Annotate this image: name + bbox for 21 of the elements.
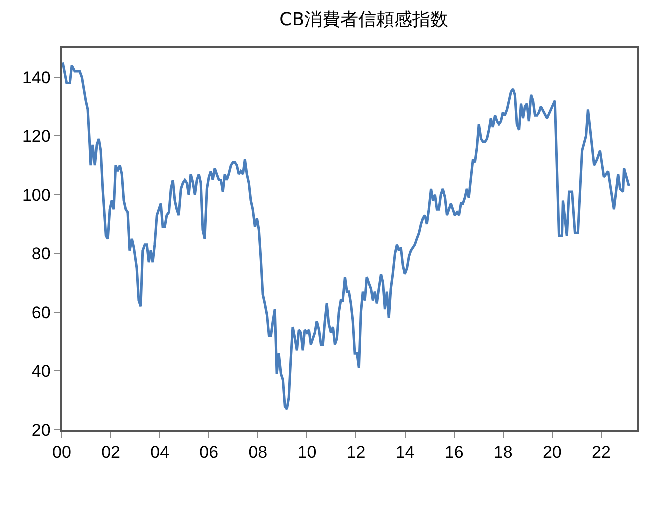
x-tick-label: 22 xyxy=(592,443,611,462)
y-tick-label: 120 xyxy=(22,127,51,146)
x-tick-label: 20 xyxy=(542,443,562,462)
y-tick-label: 140 xyxy=(22,68,51,88)
x-tick-label: 00 xyxy=(52,443,72,462)
x-tick-label: 16 xyxy=(444,443,464,462)
y-tick-label: 20 xyxy=(32,420,51,440)
x-tick-label: 04 xyxy=(150,443,170,462)
x-tick-label: 12 xyxy=(346,443,366,462)
y-tick-label: 100 xyxy=(22,186,51,205)
y-tick-label: 80 xyxy=(32,244,51,264)
x-tick-label: 14 xyxy=(396,443,415,462)
x-tick-label: 02 xyxy=(102,443,120,462)
x-tick-label: 10 xyxy=(298,443,317,462)
x-tick-label: 06 xyxy=(200,443,219,462)
y-tick-label: 60 xyxy=(32,303,51,322)
y-tick-label: 40 xyxy=(32,362,51,382)
line-series xyxy=(62,61,630,411)
x-tick-label: 08 xyxy=(248,443,268,462)
x-tick-label: 18 xyxy=(494,443,513,462)
chart-title: CB消費者信頼感指数 xyxy=(280,9,449,30)
